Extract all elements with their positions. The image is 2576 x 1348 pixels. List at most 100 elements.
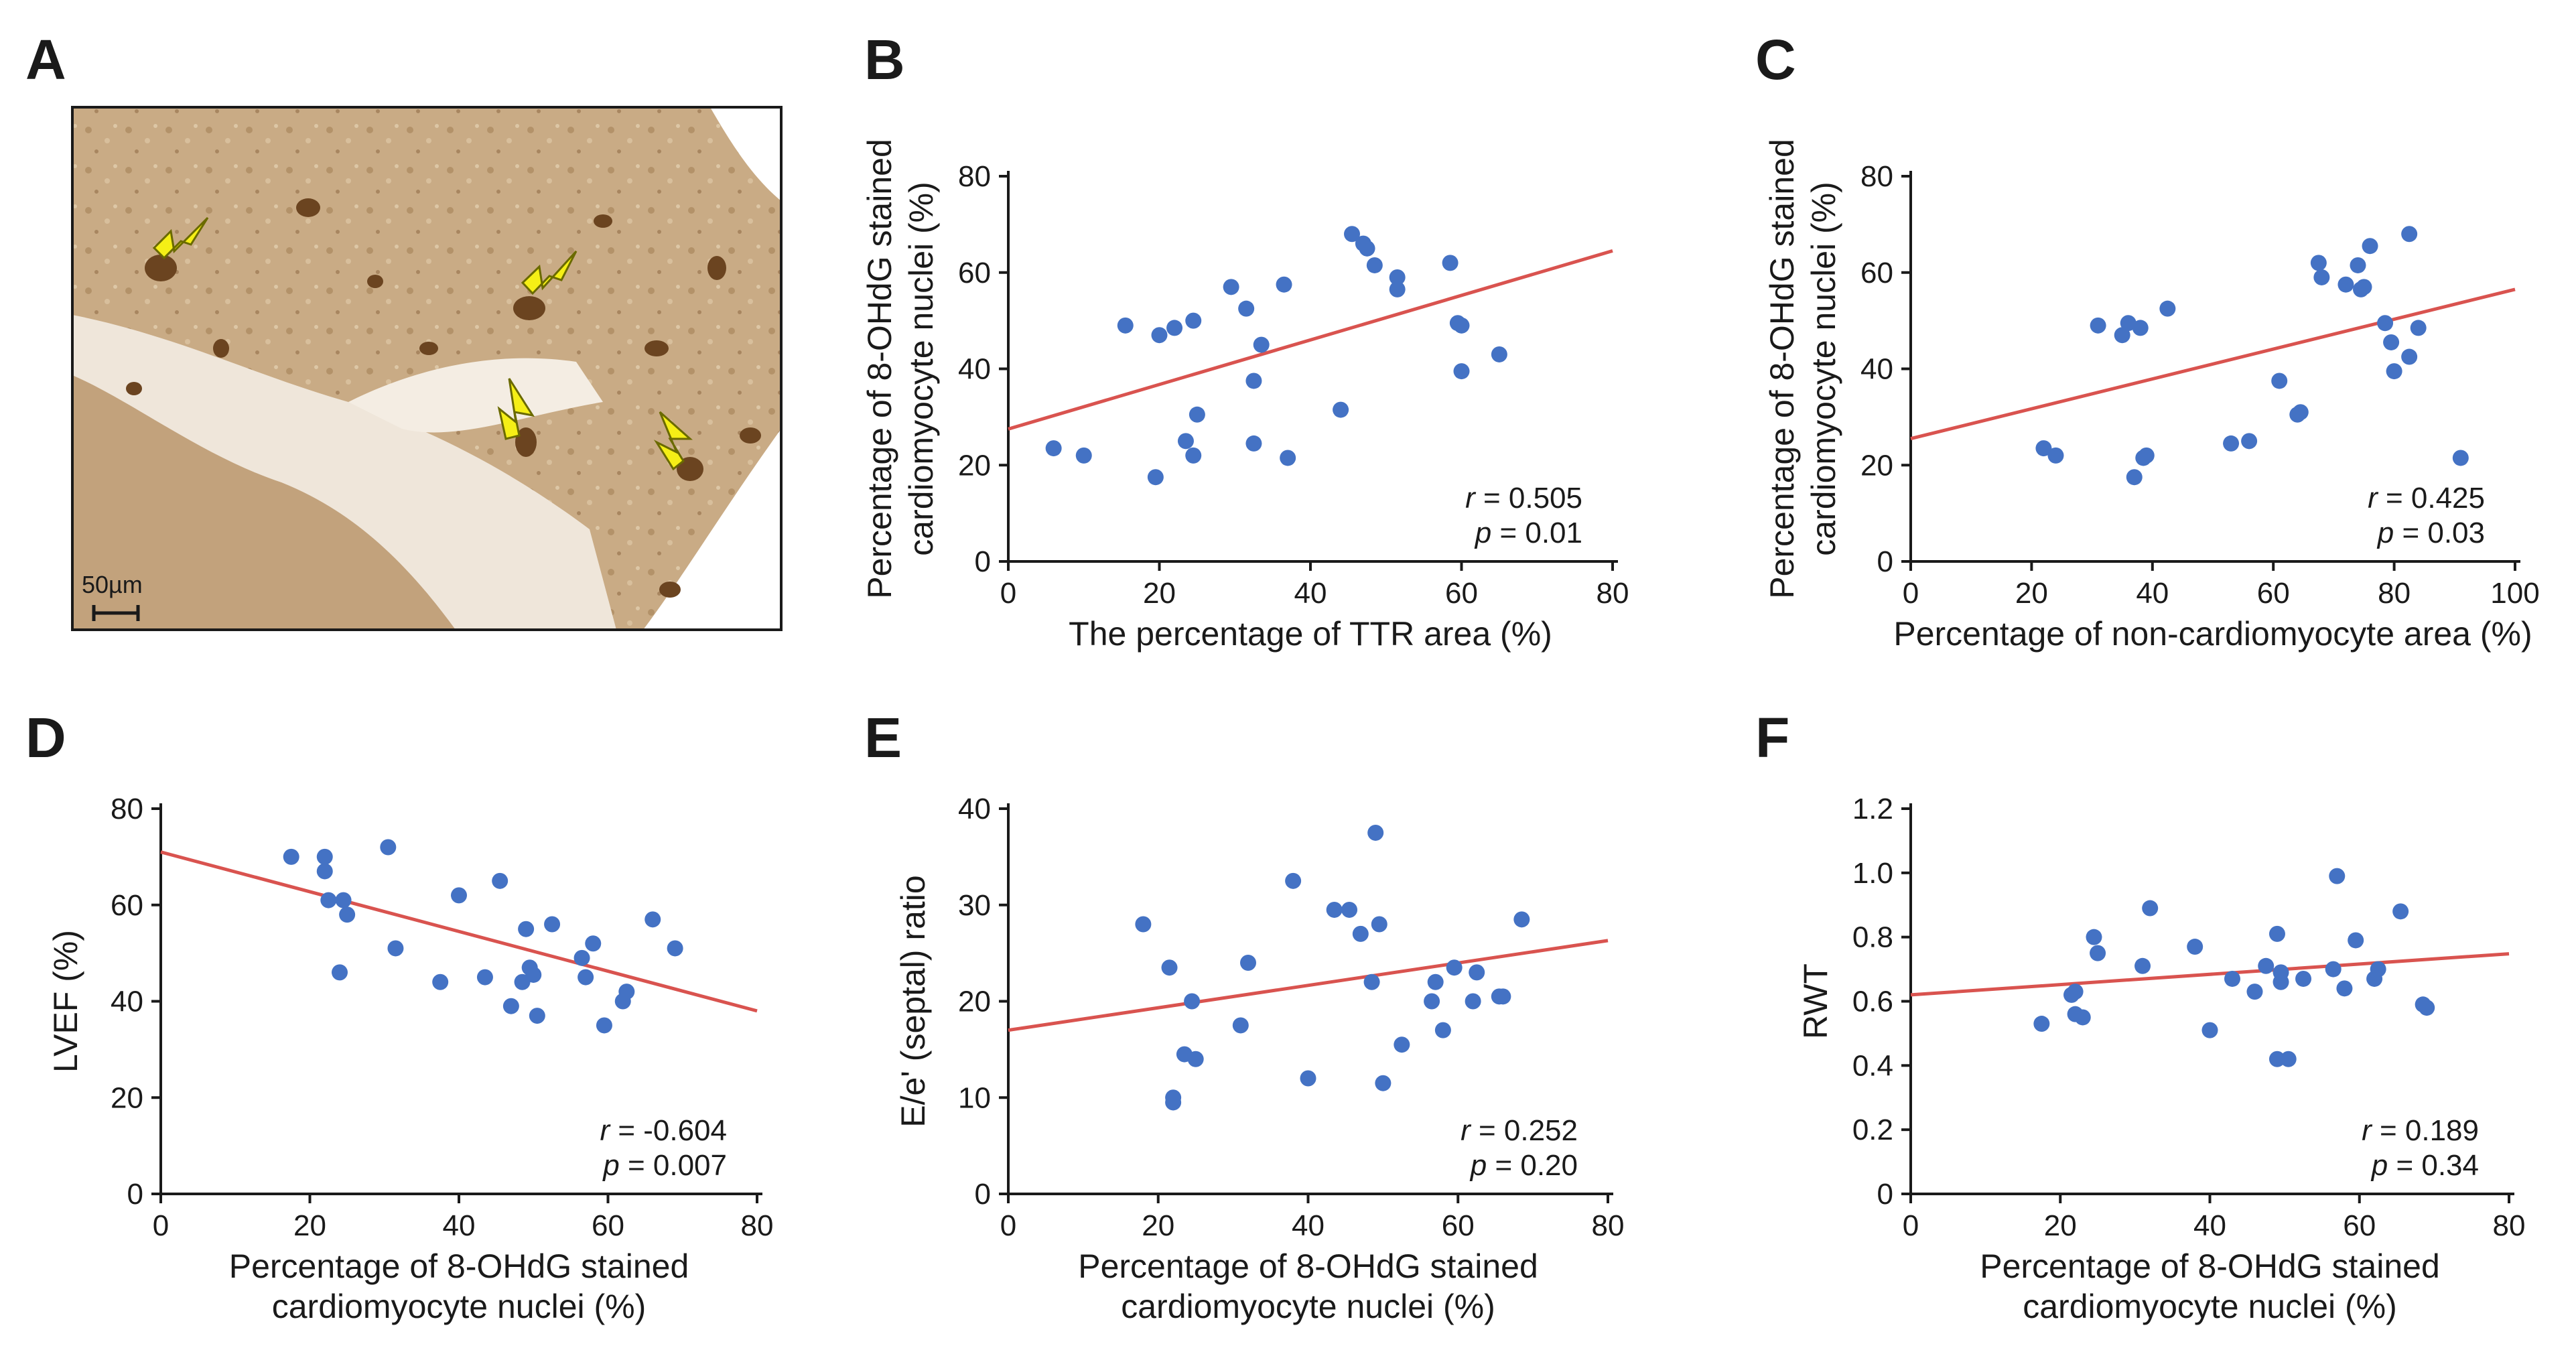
chart-e-axes	[1007, 803, 1613, 1195]
chart-d-point	[339, 906, 356, 923]
chart-c-point	[2126, 469, 2143, 486]
chart-e-point	[1352, 925, 1369, 942]
chart-f-point	[2325, 961, 2342, 978]
chart-e-point	[1367, 824, 1384, 841]
chart-e-point	[1427, 973, 1444, 990]
chart-c-point	[2223, 435, 2240, 452]
chart-f-point	[2246, 984, 2263, 1000]
chart-e-xlabel: Percentage of 8-OHdG stained	[1078, 1248, 1538, 1285]
chart-d-y-tick-label: 0	[127, 1178, 143, 1211]
chart-c-point	[2047, 447, 2064, 464]
chart-e-ylabel: E/e' (septal) ratio	[894, 875, 932, 1127]
chart-c-point	[2310, 255, 2327, 271]
chart-d-point	[518, 921, 535, 937]
chart-e-r-stat: r = 0.252	[1461, 1114, 1578, 1147]
chart-f-xlabel: Percentage of 8-OHdG stained	[1980, 1248, 2440, 1285]
chart-e-x-tick-label: 0	[1000, 1209, 1016, 1242]
chart-b-p-stat: p = 0.01	[1474, 517, 1582, 549]
chart-c-point	[2401, 226, 2418, 243]
chart-e-point	[1135, 916, 1152, 933]
chart-f-x-tick-label: 80	[2493, 1209, 2526, 1242]
chart-b-y-tick-label: 40	[958, 353, 991, 386]
chart-d-point	[316, 848, 333, 865]
chart-b-point	[1253, 336, 1270, 353]
chart-b-point	[1389, 281, 1406, 297]
chart-b-point	[1280, 450, 1296, 466]
chart-e-point	[1469, 964, 1485, 981]
chart-d-point	[332, 964, 348, 981]
chart-f-point	[2067, 984, 2084, 1000]
chart-c-point	[2292, 404, 2309, 421]
chart-f-point	[2392, 903, 2409, 920]
chart-e-point	[1394, 1036, 1410, 1053]
chart-d-x-tick-label: 0	[153, 1209, 169, 1242]
chart-f-point	[2268, 925, 2285, 942]
chart-f-point	[2134, 957, 2151, 974]
chart-c-fit-line	[1910, 287, 2516, 441]
chart-e-p-stat: p = 0.20	[1469, 1149, 1578, 1182]
chart-c-ylabel: cardiomyocyte nuclei (%)	[1805, 182, 1842, 556]
chart-b-point	[1185, 447, 1202, 464]
chart-f-fit-line	[1910, 952, 2510, 997]
chart-b-xlabel: The percentage of TTR area (%)	[1069, 615, 1552, 653]
chart-f-letter: F	[1755, 706, 1789, 769]
chart-e-x-tick-label: 60	[1442, 1209, 1475, 1242]
chart-d-point	[387, 940, 404, 957]
chart-c-x-tick-label: 80	[2378, 577, 2411, 610]
chart-c-point	[2362, 238, 2378, 255]
chart-c-y-tick-label: 20	[1860, 449, 1893, 482]
chart-d-point	[283, 848, 299, 865]
chart-panel-d: D 0 20 40 60 80 0 20 40 60 80 Percentage of 8-OHdG …	[25, 706, 773, 1325]
chart-b-point	[1177, 433, 1194, 450]
chart-e-y-tick-label: 20	[958, 986, 991, 1018]
chart-d-point	[525, 966, 542, 983]
chart-d-xlabel: Percentage of 8-OHdG stained	[229, 1248, 689, 1285]
chart-c-point	[2271, 373, 2288, 389]
chart-c-ylabel: Percentage of 8-OHdG stained	[1763, 139, 1801, 599]
chart-f-y-tick-label: 1.2	[1852, 793, 1893, 825]
chart-c-point	[2410, 320, 2427, 336]
scalebar-label: 50µm	[82, 571, 143, 598]
chart-e-point	[1165, 1089, 1182, 1106]
chart-e-point	[1434, 1022, 1451, 1038]
chart-b-x-tick-label: 40	[1294, 577, 1327, 610]
chart-f-point	[2142, 900, 2159, 917]
chart-d-y-tick-label: 20	[111, 1081, 143, 1114]
chart-c-xlabel: Percentage of non-cardiomyocyte area (%)	[1893, 615, 2532, 653]
chart-d-point	[529, 1008, 545, 1024]
chart-b-point	[1151, 327, 1168, 344]
chart-f-y-tick-label: 1.0	[1852, 857, 1893, 890]
chart-c-r-stat: r = 0.425	[2368, 482, 2485, 515]
chart-e-x-tick-label: 40	[1292, 1209, 1325, 1242]
chart-b-point	[1045, 440, 1062, 457]
chart-f-point	[2336, 980, 2353, 997]
chart-b-point	[1344, 226, 1361, 243]
chart-c-point	[2350, 257, 2366, 273]
chart-c-point	[2138, 447, 2155, 464]
chart-c-x-tick-label: 60	[2257, 577, 2290, 610]
chart-c-letter: C	[1755, 28, 1796, 91]
chart-d-point	[492, 872, 509, 889]
chart-b-y-tick-label: 80	[958, 160, 991, 193]
chart-d-letter: D	[25, 706, 66, 769]
chart-b-point	[1245, 435, 1262, 452]
chart-f-xlabel: cardiomyocyte nuclei (%)	[2023, 1288, 2397, 1325]
chart-d-x-tick-label: 80	[741, 1209, 774, 1242]
chart-b-point	[1453, 317, 1470, 334]
chart-f-y-tick-label: 0.2	[1852, 1114, 1893, 1146]
chart-e-x-tick-label: 80	[1592, 1209, 1625, 1242]
chart-d-point	[335, 892, 352, 908]
chart-d-y-tick-label: 40	[111, 986, 143, 1018]
chart-c-point	[2401, 348, 2418, 365]
chart-e-point	[1375, 1075, 1392, 1091]
chart-b-x-tick-label: 20	[1143, 577, 1176, 610]
chart-b-axes	[1007, 171, 1618, 563]
chart-e-point	[1513, 911, 1530, 928]
chart-c-x-tick-label: 20	[2015, 577, 2048, 610]
chart-f-y-tick-label: 0.6	[1852, 986, 1893, 1018]
chart-f-y-tick-label: 0.8	[1852, 921, 1893, 954]
chart-d-point	[667, 940, 683, 957]
chart-e-y-tick-label: 10	[958, 1081, 991, 1114]
chart-f-y-tick-label: 0	[1877, 1178, 1893, 1211]
